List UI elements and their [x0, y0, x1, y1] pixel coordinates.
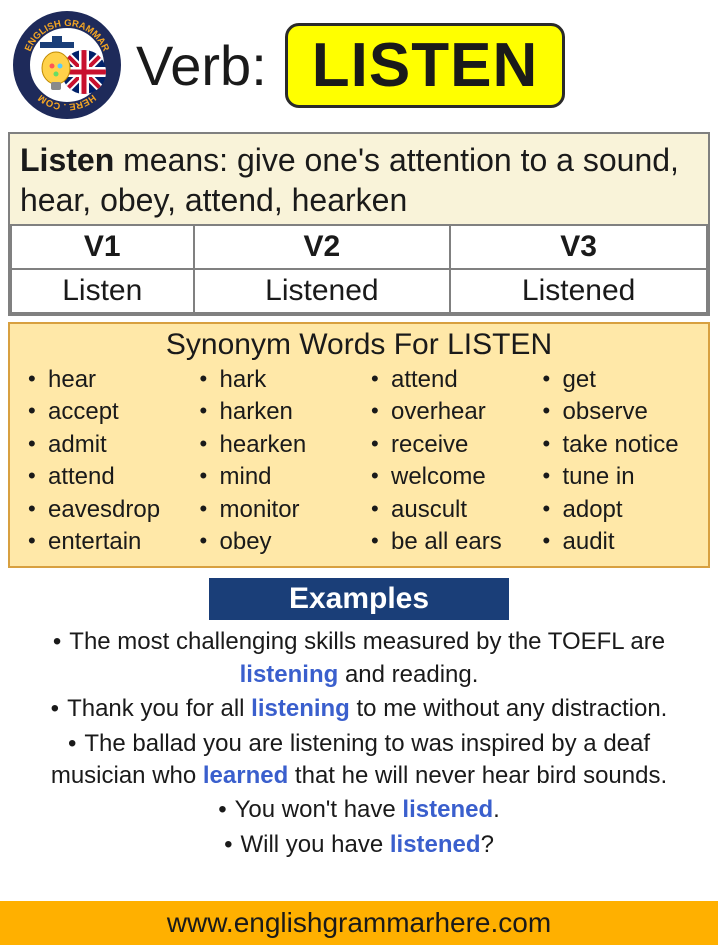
verb-word: LISTEN [312, 31, 538, 100]
synonym-item: audit [549, 526, 703, 558]
synonyms-grid: hearacceptadmitattendeavesdropentertainh… [10, 364, 708, 558]
bullet-icon: • [51, 693, 59, 725]
synonym-item: auscult [377, 494, 531, 526]
synonym-item: accept [34, 396, 188, 428]
synonym-item: entertain [34, 526, 188, 558]
example-item: •Thank you for all listening to me witho… [20, 693, 698, 725]
highlighted-word: listened [390, 831, 481, 858]
verb-word-box: LISTEN [285, 23, 565, 108]
highlighted-word: listening [251, 695, 350, 722]
header: ENGLISH GRAMMAR HERE . COM Verb: LISTEN [0, 0, 718, 128]
synonym-column: attendoverhearreceivewelcomeauscultbe al… [359, 364, 531, 558]
synonym-item: hark [206, 364, 360, 396]
synonym-column: hearacceptadmitattendeavesdropentertain [16, 364, 188, 558]
examples-list: •The most challenging skills measured by… [0, 626, 718, 861]
col-v2: V2 [194, 225, 451, 269]
definition-word: Listen [20, 142, 114, 178]
synonym-item: get [549, 364, 703, 396]
bullet-icon: • [224, 829, 232, 861]
verb-label: Verb: [136, 33, 267, 98]
synonym-item: attend [377, 364, 531, 396]
synonyms-box: Synonym Words For LISTEN hearacceptadmit… [8, 322, 710, 568]
synonym-item: take notice [549, 429, 703, 461]
synonym-item: mind [206, 461, 360, 493]
synonym-item: attend [34, 461, 188, 493]
cell-v3: Listened [450, 269, 707, 313]
definition-connector: means: [114, 142, 237, 178]
title-row: Verb: LISTEN [136, 23, 706, 108]
table-header-row: V1 V2 V3 [11, 225, 707, 269]
synonym-item: receive [377, 429, 531, 461]
example-item: •The ballad you are listening to was ins… [20, 728, 698, 793]
highlighted-word: learned [203, 762, 288, 789]
bullet-icon: • [53, 626, 61, 658]
synonyms-title: Synonym Words For LISTEN [10, 324, 708, 364]
synonym-item: welcome [377, 461, 531, 493]
synonym-item: overhear [377, 396, 531, 428]
examples-header: Examples [209, 578, 509, 620]
synonym-item: be all ears [377, 526, 531, 558]
highlighted-word: listening [240, 661, 339, 688]
definition-box: Listen means: give one's attention to a … [8, 132, 710, 316]
synonym-column: harkharkenhearkenmindmonitorobey [188, 364, 360, 558]
cell-v1: Listen [11, 269, 194, 313]
bullet-icon: • [218, 794, 226, 826]
example-item: •You won't have listened. [20, 794, 698, 826]
bullet-icon: • [68, 728, 76, 760]
definition-text: Listen means: give one's attention to a … [10, 134, 708, 224]
synonym-item: observe [549, 396, 703, 428]
col-v3: V3 [450, 225, 707, 269]
synonym-item: adopt [549, 494, 703, 526]
synonym-item: monitor [206, 494, 360, 526]
synonym-item: hear [34, 364, 188, 396]
synonym-item: harken [206, 396, 360, 428]
col-v1: V1 [11, 225, 194, 269]
footer-bar: www.englishgrammarhere.com [0, 901, 718, 945]
synonym-item: eavesdrop [34, 494, 188, 526]
example-item: •Will you have listened? [20, 829, 698, 861]
example-item: •The most challenging skills measured by… [20, 626, 698, 691]
verb-forms-table: V1 V2 V3 Listen Listened Listened [10, 224, 708, 314]
synonym-item: admit [34, 429, 188, 461]
synonym-item: obey [206, 526, 360, 558]
footer-url: www.englishgrammarhere.com [167, 907, 551, 938]
cell-v2: Listened [194, 269, 451, 313]
synonym-column: getobservetake noticetune inadoptaudit [531, 364, 703, 558]
synonyms-title-word: LISTEN [447, 328, 552, 361]
synonym-item: hearken [206, 429, 360, 461]
table-row: Listen Listened Listened [11, 269, 707, 313]
highlighted-word: listened [402, 796, 493, 823]
synonyms-title-prefix: Synonym Words For [166, 328, 447, 361]
synonym-item: tune in [549, 461, 703, 493]
site-logo: ENGLISH GRAMMAR HERE . COM [12, 10, 122, 120]
